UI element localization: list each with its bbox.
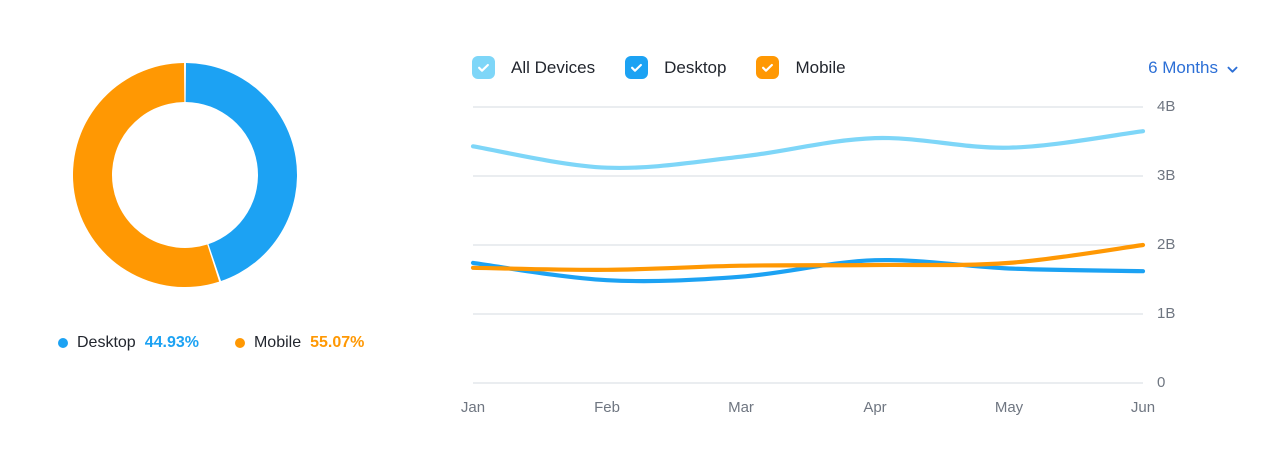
period-label: 6 Months	[1148, 58, 1218, 77]
mobile-dot-icon	[234, 338, 245, 348]
legend-label: Mobile	[253, 334, 302, 351]
series-line-desktop	[470, 257, 1146, 284]
checkbox-checked-icon[interactable]	[472, 56, 495, 79]
legend-value: 55.07%	[310, 334, 365, 351]
legend-item-mobile: Mobile 55.07%	[234, 334, 365, 352]
donut-slice-desktop[interactable]	[185, 63, 297, 282]
series-filter-row: All Devices Desktop Mobile	[472, 56, 846, 79]
filter-label: Desktop	[664, 57, 727, 77]
checkbox-mobile[interactable]: Mobile	[756, 56, 846, 79]
chevron-down-icon	[1227, 66, 1238, 73]
device-share-donut-chart[interactable]	[73, 63, 297, 287]
checkbox-checked-icon[interactable]	[756, 56, 780, 79]
x-axis-label: Feb	[594, 399, 620, 416]
legend-value: 44.93%	[144, 334, 199, 351]
x-axis-label: Jun	[1130, 399, 1156, 416]
legend-item-desktop: Desktop 44.93%	[58, 334, 199, 352]
y-axis-label: 1B	[1157, 305, 1176, 322]
x-axis-label: May	[994, 399, 1024, 416]
filter-label: Mobile	[795, 57, 846, 77]
series-line-mobile	[470, 242, 1146, 272]
x-axis-label: Jan	[460, 399, 486, 416]
filter-label: All Devices	[511, 57, 596, 77]
traffic-trend-line-chart[interactable]	[470, 103, 1146, 386]
series-line-all-devices	[470, 129, 1146, 171]
y-axis-label: 4B	[1157, 98, 1176, 115]
desktop-dot-icon	[58, 338, 68, 348]
checkbox-checked-icon[interactable]	[625, 56, 649, 79]
y-axis-label: 0	[1157, 374, 1166, 391]
y-axis-label: 2B	[1157, 236, 1176, 253]
legend-label: Desktop	[77, 334, 136, 351]
x-axis-label: Apr	[863, 399, 887, 416]
period-selector[interactable]: 6 Months	[1148, 58, 1240, 78]
checkbox-desktop[interactable]: Desktop	[625, 56, 726, 79]
donut-legend: Desktop 44.93% Mobile 55.07%	[58, 334, 364, 352]
donut-slice-mobile[interactable]	[73, 63, 220, 287]
y-axis-label: 3B	[1157, 167, 1176, 184]
x-axis-label: Mar	[728, 399, 754, 416]
checkbox-all-devices[interactable]: All Devices	[472, 56, 595, 79]
